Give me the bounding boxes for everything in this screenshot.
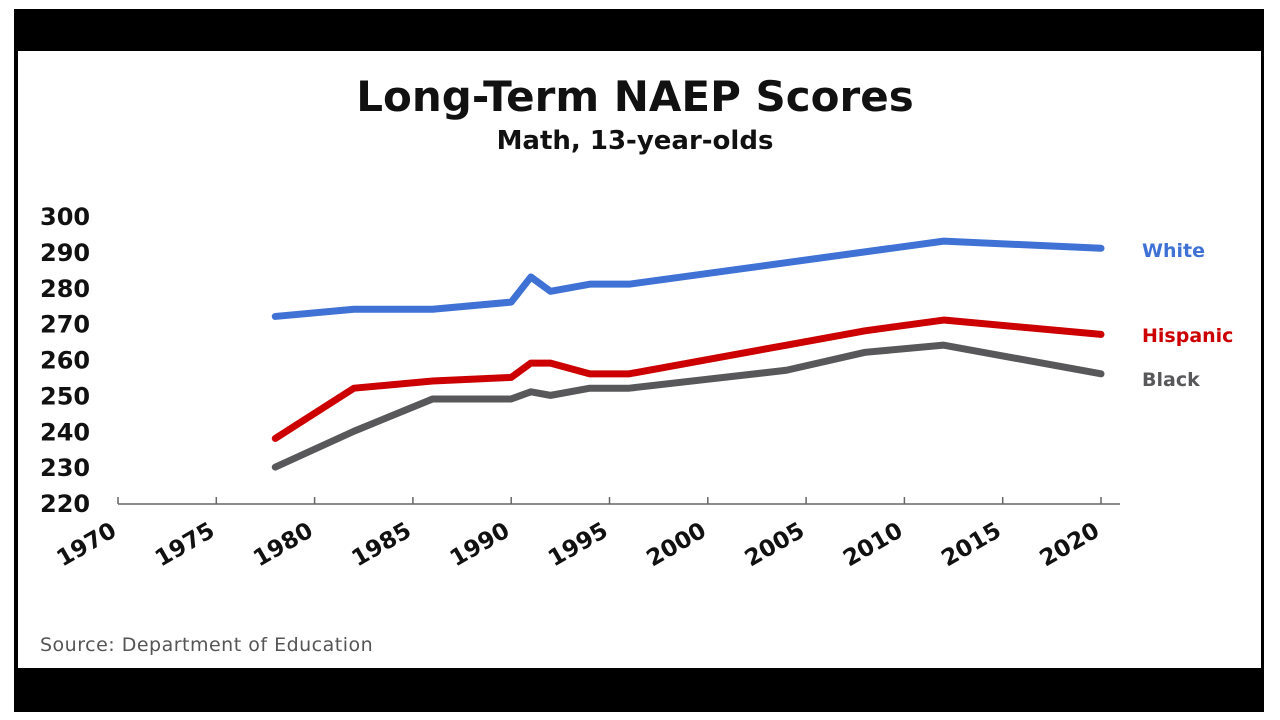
x-tick-label: 1985 — [347, 518, 415, 573]
x-tick-label: 2020 — [1036, 518, 1104, 573]
legend-label-black: Black — [1142, 369, 1200, 391]
y-tick-label: 230 — [40, 454, 90, 482]
y-tick-label: 240 — [40, 418, 90, 446]
series-line-hispanic — [271, 316, 1105, 442]
y-tick-label: 270 — [40, 311, 90, 339]
x-tick-label: 1990 — [446, 518, 514, 573]
y-tick-label: 280 — [40, 275, 90, 303]
y-tick-label: 300 — [40, 203, 90, 231]
y-tick-label: 250 — [40, 382, 90, 410]
x-tick-label: 2015 — [937, 518, 1005, 573]
x-tick-label: 2010 — [839, 518, 907, 573]
x-tick-label: 1970 — [53, 518, 121, 573]
series-line-black — [271, 341, 1105, 471]
series-line-white — [271, 237, 1105, 320]
chart-panel — [18, 51, 1261, 668]
x-tick-label: 1980 — [249, 518, 317, 573]
chart-title: Long-Term NAEP Scores — [356, 72, 914, 121]
x-tick-label: 2005 — [741, 518, 809, 573]
chart-subtitle: Math, 13-year-olds — [496, 126, 774, 156]
legend-label-hispanic: Hispanic — [1142, 325, 1233, 347]
y-tick-label: 220 — [40, 490, 90, 518]
x-tick-label: 2000 — [642, 518, 710, 573]
source-note: Source: Department of Education — [40, 634, 374, 656]
legend-label-white: White — [1142, 240, 1205, 262]
y-tick-label: 260 — [40, 347, 90, 375]
x-tick-label: 1975 — [151, 518, 219, 573]
x-tick-label: 1995 — [544, 518, 612, 573]
y-tick-label: 290 — [40, 239, 90, 267]
